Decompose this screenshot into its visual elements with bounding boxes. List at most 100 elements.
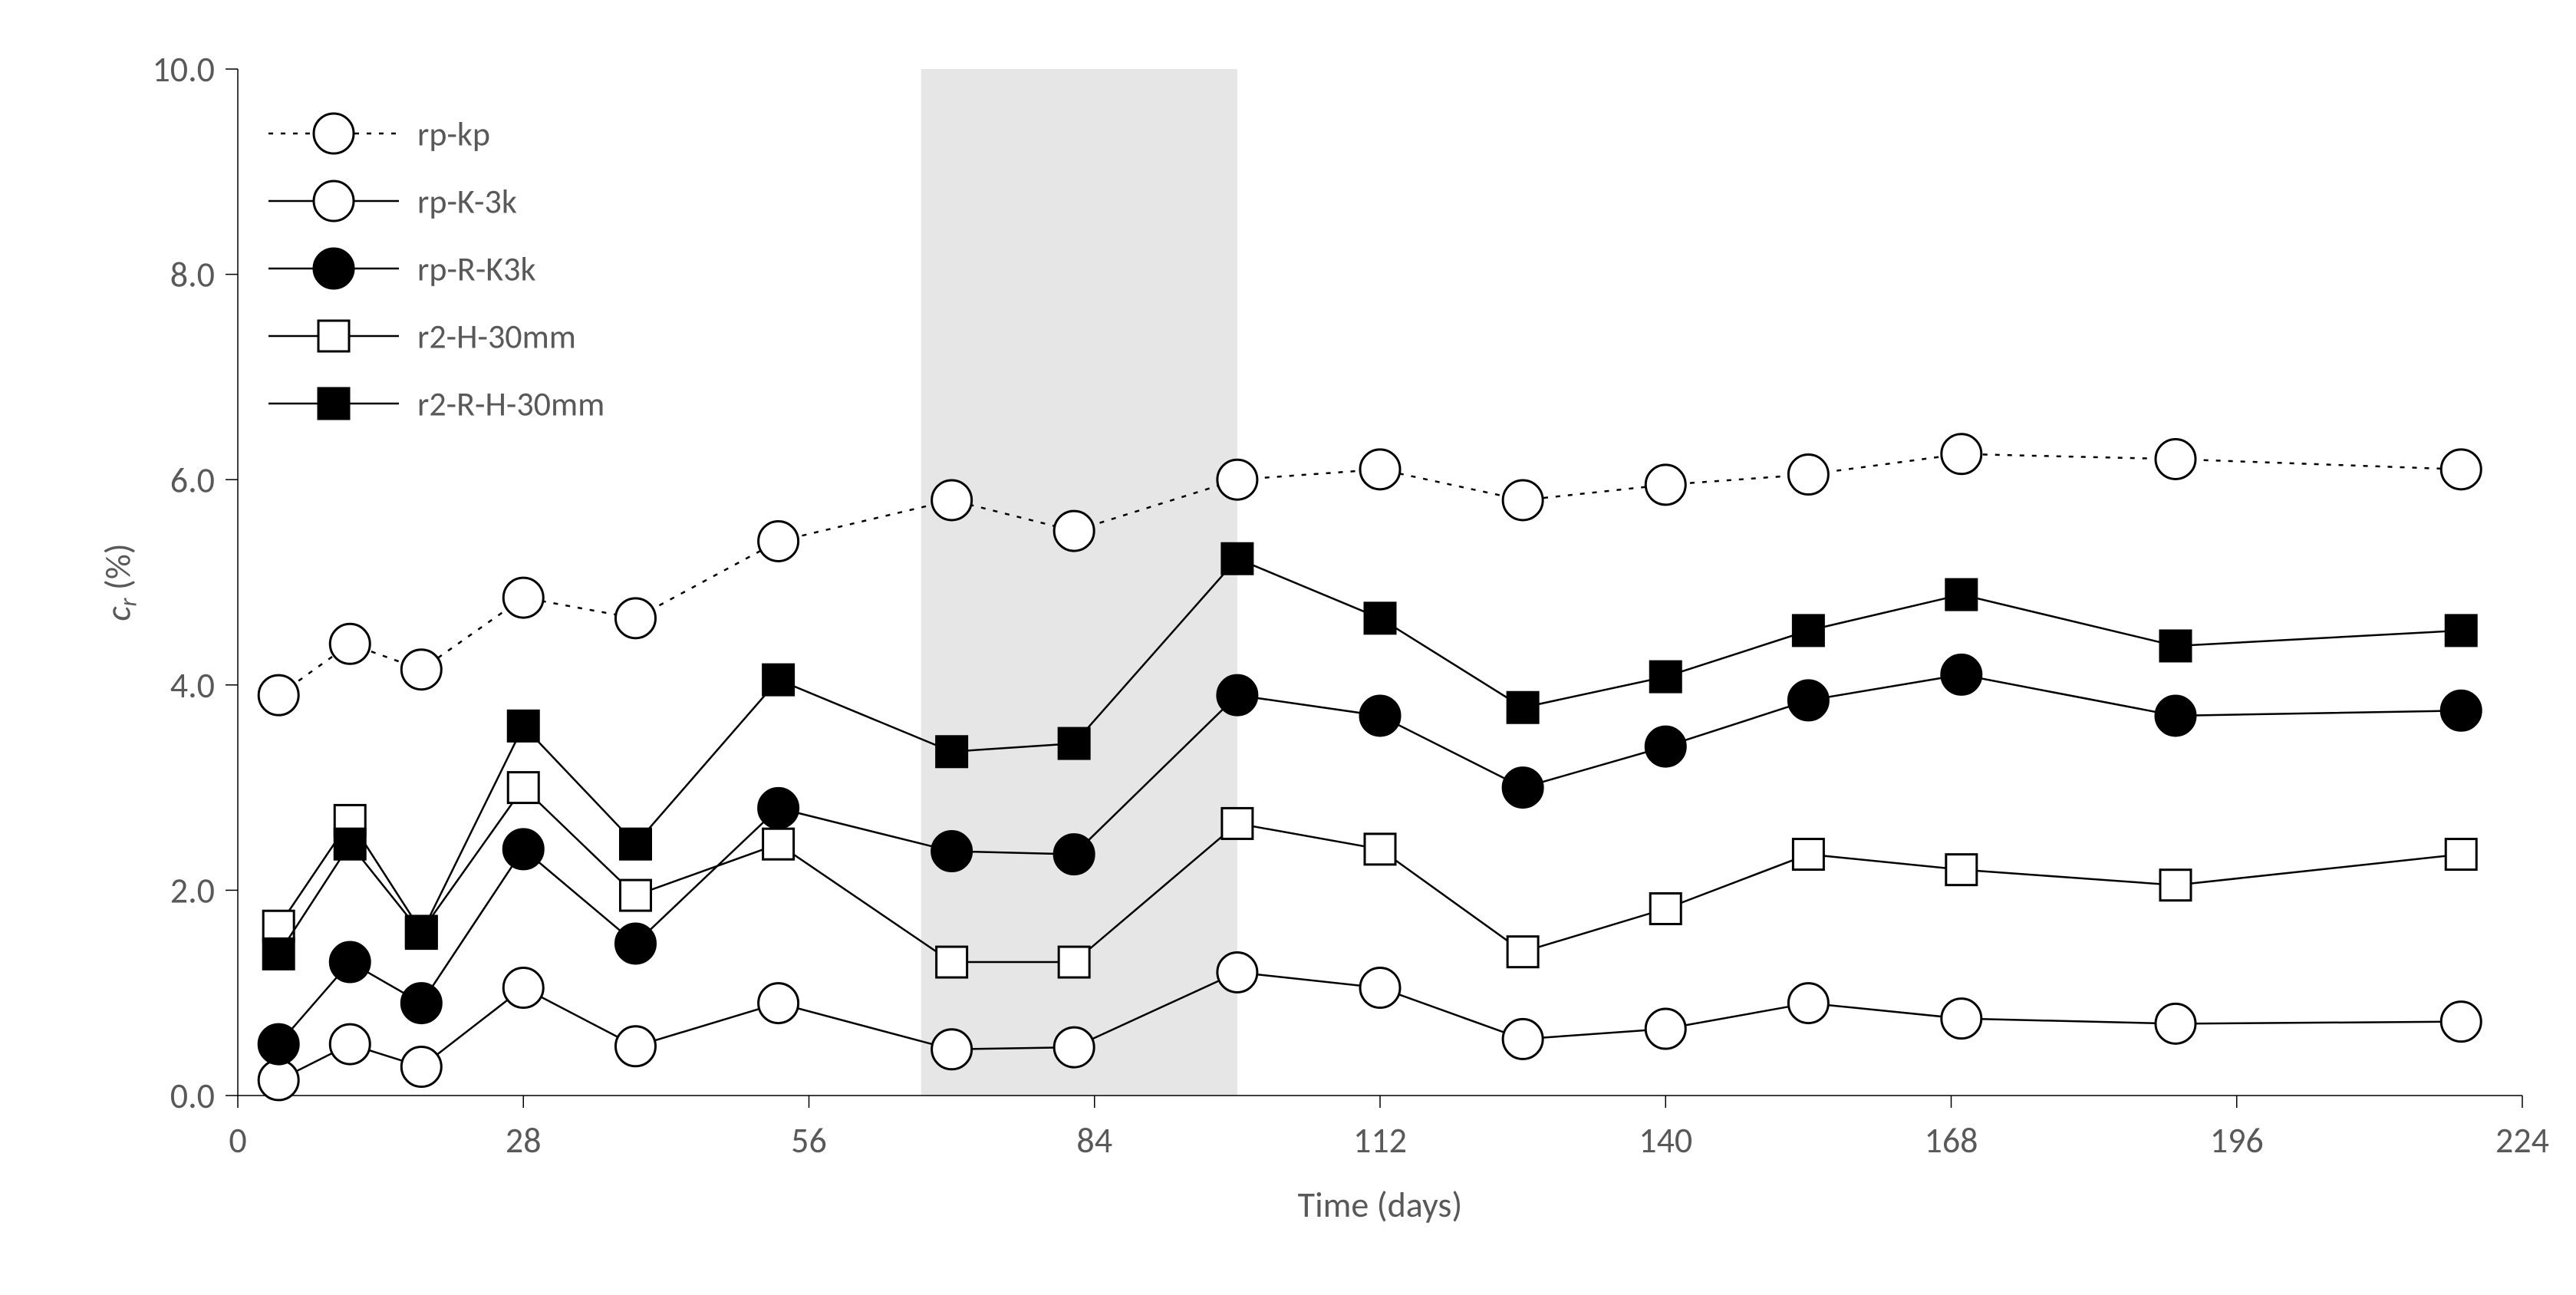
marker [1507,937,1538,967]
marker [932,480,972,520]
legend-label: rp-K-3k [417,180,517,222]
y-tick-label: 0.0 [170,1075,215,1118]
marker [2156,439,2196,479]
marker [1503,1019,1543,1059]
marker [763,829,794,859]
marker [1217,675,1257,715]
marker [759,788,799,828]
marker [314,249,354,288]
y-tick-label: 8.0 [170,254,215,297]
marker [937,736,967,767]
x-tick-label: 196 [2210,1119,2264,1162]
marker [263,938,294,969]
marker [932,1030,972,1069]
marker [1942,999,1981,1039]
marker [1507,692,1538,723]
marker [759,984,799,1023]
marker [1650,893,1681,924]
marker [1365,834,1395,865]
marker [401,650,441,690]
legend-item: r2-R-H-30mm [268,383,604,424]
x-tick-label: 28 [506,1119,542,1162]
marker [615,1026,655,1066]
x-tick-label: 56 [791,1119,827,1162]
marker [1054,1027,1094,1067]
marker [1365,603,1395,634]
marker [1222,808,1253,839]
marker [314,114,354,153]
marker [1645,465,1685,505]
marker [406,918,436,949]
x-tick-label: 0 [229,1119,246,1162]
marker [1650,661,1681,692]
marker [1645,1009,1685,1049]
x-tick-label: 112 [1353,1119,1407,1162]
marker [259,675,298,715]
marker [1360,696,1400,736]
legend-label: r2-H-30mm [417,315,576,357]
marker [1217,952,1257,992]
marker [508,773,539,803]
marker [1503,768,1543,808]
marker [1222,543,1253,574]
marker [503,578,543,618]
marker [1942,654,1981,694]
marker [330,624,370,664]
marker [2441,1002,2481,1042]
marker [937,947,967,977]
marker [508,710,539,741]
marker [1788,984,1828,1023]
y-tick-label: 6.0 [170,459,215,502]
y-tick-label: 2.0 [170,870,215,913]
svg-text:cr (%): cr (%) [97,543,143,621]
marker [2160,631,2191,661]
marker [1946,855,1977,885]
marker [2441,450,2481,489]
marker [401,1047,441,1087]
marker [1503,480,1543,520]
x-tick-label: 140 [1639,1119,1692,1162]
marker [1059,947,1089,977]
y-axis-title: cr (%) [97,543,143,621]
marker [1942,434,1981,474]
marker [401,984,441,1023]
marker [334,829,365,859]
marker [615,598,655,638]
marker [259,1060,298,1100]
marker [330,1024,370,1064]
marker [1788,455,1828,495]
marker [2160,870,2191,901]
legend-label: rp-R-K3k [417,248,535,289]
marker [759,521,799,561]
marker [1217,460,1257,499]
line-chart: 0285684112140168196224Time (days)0.02.04… [0,0,2576,1295]
y-tick-label: 10.0 [152,48,215,91]
x-axis-title: Time (days) [1298,1184,1463,1227]
marker [318,388,349,419]
x-tick-label: 168 [1925,1119,1978,1162]
x-tick-label: 84 [1076,1119,1112,1162]
marker [1059,728,1089,759]
marker [503,968,543,1008]
marker [2156,1003,2196,1043]
marker [620,829,651,859]
marker [1360,450,1400,489]
marker [1360,968,1400,1008]
marker [620,880,651,911]
marker [2441,690,2481,730]
shaded-band [921,69,1237,1096]
marker [1645,727,1685,766]
marker [1793,615,1823,646]
marker [2156,696,2196,736]
marker [2446,839,2476,870]
marker [1054,511,1094,551]
marker [1793,839,1823,870]
legend-label: rp-kp [417,113,490,154]
marker [932,832,972,872]
marker [259,1024,298,1064]
legend-label: r2-R-H-30mm [417,383,604,424]
marker [503,829,543,869]
x-tick-label: 224 [2495,1119,2549,1162]
marker [1946,579,1977,610]
marker [615,924,655,964]
